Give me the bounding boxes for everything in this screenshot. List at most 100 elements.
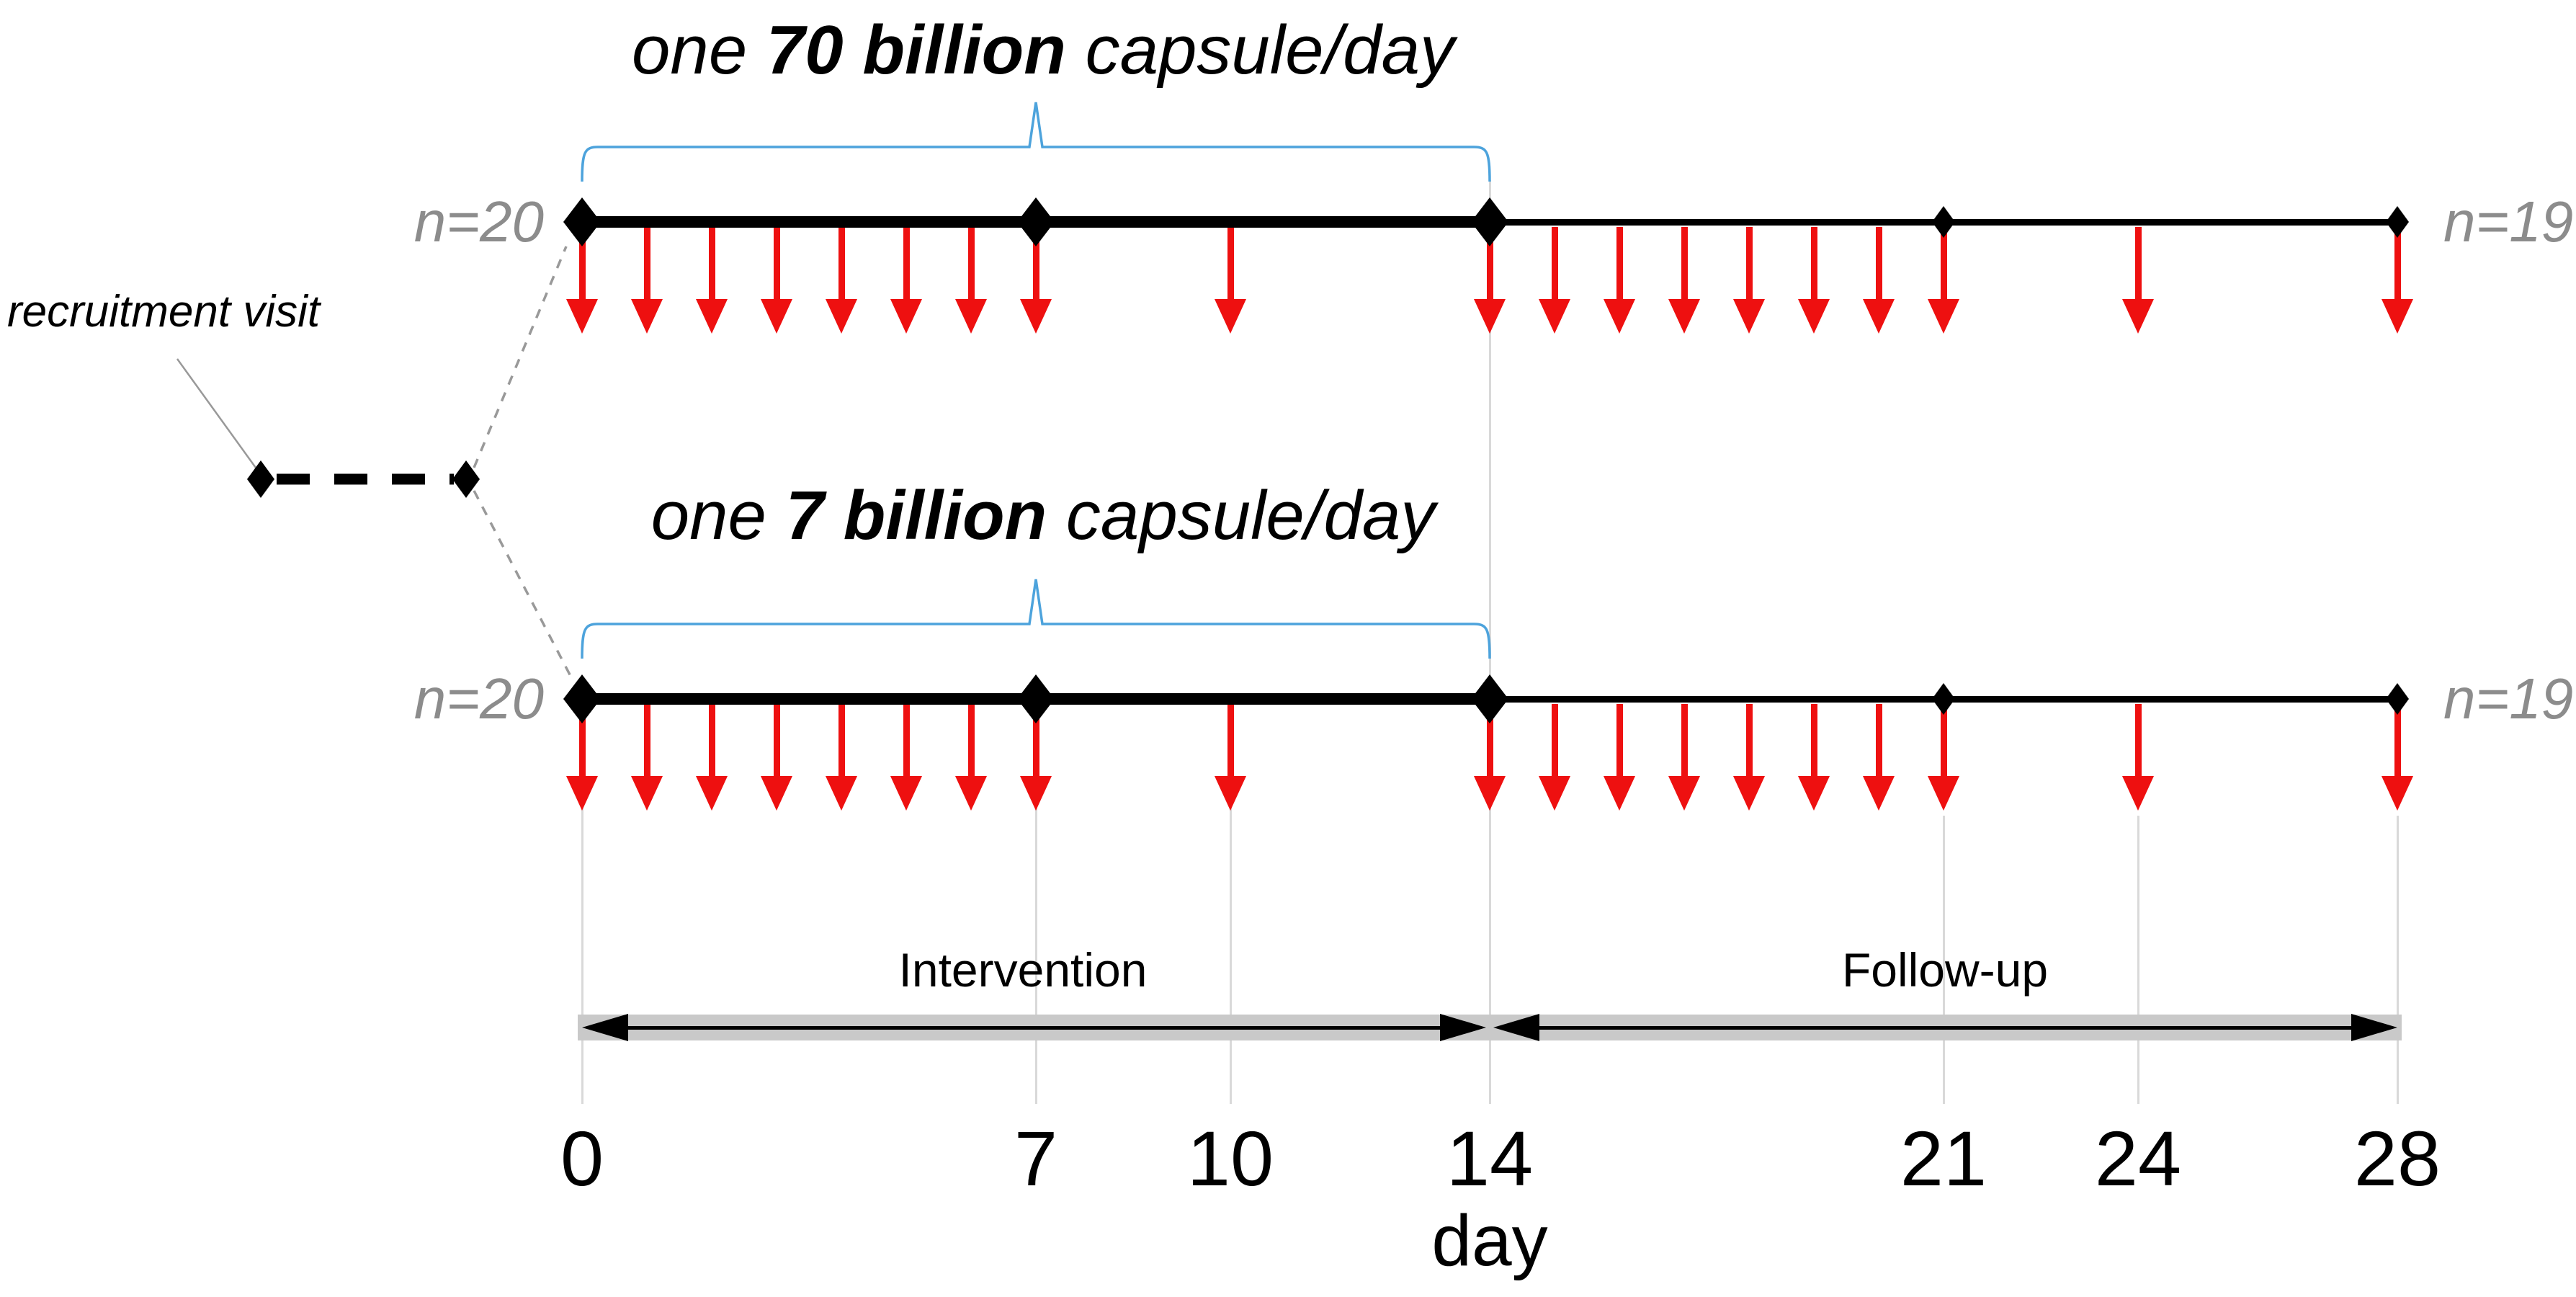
period-label-intervention: Intervention	[898, 943, 1148, 997]
n-start-label-top: n=20	[413, 190, 544, 254]
period-arrow-line	[1529, 1025, 2361, 1030]
sample-arrow-head	[2122, 776, 2154, 811]
sample-arrow	[826, 227, 857, 338]
arm-title-post: capsule/day	[1065, 12, 1454, 89]
sample-arrow	[566, 227, 598, 338]
arm-title-post: capsule/day	[1047, 477, 1436, 554]
sample-arrow-stem	[1227, 227, 1234, 300]
sample-arrow-head	[826, 776, 857, 811]
arm-title-70-billion: one 70 billion capsule/day	[632, 7, 1454, 94]
n-end-label-top: n=19	[2443, 190, 2574, 254]
n-start-label-bottom: n=20	[413, 667, 544, 731]
sample-arrow	[1928, 227, 1959, 338]
sample-arrow-head	[890, 776, 922, 811]
sample-arrow	[1604, 704, 1635, 815]
sample-arrow-head	[955, 299, 987, 334]
sample-arrow-stem	[1875, 704, 1882, 777]
period-arrow-head-right	[2351, 1014, 2397, 1041]
sample-arrow	[696, 227, 728, 338]
axis-tick-label: 14	[1446, 1115, 1534, 1202]
sample-arrow	[1020, 227, 1052, 338]
sample-arrow-head	[566, 776, 598, 811]
arm-title-7-billion: one 7 billion capsule/day	[651, 473, 1436, 559]
sample-arrow	[1798, 704, 1830, 815]
sample-arrow-stem	[1940, 704, 1947, 777]
sample-arrow-stem	[773, 704, 780, 777]
sample-arrow	[1215, 227, 1246, 338]
arm-title-pre: one	[650, 477, 786, 554]
sample-arrow-head	[1539, 299, 1570, 334]
sample-arrow-stem	[1551, 227, 1558, 300]
recruitment-visit-label: recruitment visit	[7, 287, 321, 336]
sample-arrow	[1928, 704, 1959, 815]
axis-tick-label: 21	[1900, 1115, 1987, 1202]
sample-arrow-head	[1863, 299, 1895, 334]
sample-arrow	[2382, 704, 2413, 815]
day-gridline	[2137, 816, 2139, 1104]
sample-arrow	[1798, 227, 1830, 338]
sample-arrow-head	[761, 299, 792, 334]
n-end-label-bottom: n=19	[2443, 667, 2574, 731]
day-gridline	[581, 700, 583, 1104]
sample-arrow-stem	[2134, 704, 2142, 777]
day-gridline	[1942, 816, 1945, 1104]
sample-arrow	[631, 227, 663, 338]
sample-arrow	[566, 704, 598, 815]
axis-tick-label: 7	[1014, 1115, 1058, 1202]
axis-tick-label: 10	[1186, 1115, 1274, 1202]
sample-arrow-head	[1733, 776, 1765, 811]
sample-arrow-stem	[1616, 704, 1623, 777]
sample-arrow-stem	[708, 704, 715, 777]
sample-arrow	[2122, 227, 2154, 338]
sample-arrow-stem	[903, 227, 910, 300]
sample-arrow-stem	[903, 704, 910, 777]
arm-title-dose: 70 billion	[766, 12, 1066, 89]
sample-arrow	[890, 704, 922, 815]
sample-arrow-head	[2382, 299, 2413, 334]
day-gridline	[1034, 700, 1037, 1104]
sample-arrow-stem	[643, 227, 650, 300]
sample-arrow-head	[1863, 776, 1895, 811]
sample-arrow	[761, 704, 792, 815]
sample-arrow	[1474, 227, 1506, 338]
dosing-brace-bottom-arm	[581, 579, 1491, 659]
sample-arrow	[2382, 227, 2413, 338]
period-arrow-head-left	[1493, 1014, 1539, 1041]
sample-arrow-head	[1798, 776, 1830, 811]
axis-tick-label: 0	[560, 1115, 604, 1202]
sample-arrow-head	[1668, 776, 1700, 811]
sample-arrow-stem	[1745, 704, 1753, 777]
sample-arrow	[1733, 704, 1765, 815]
sample-arrow-head	[1215, 299, 1246, 334]
sample-arrow-stem	[643, 704, 650, 777]
sample-arrow	[890, 227, 922, 338]
sample-arrow-stem	[1940, 227, 1947, 300]
sample-arrow	[955, 704, 987, 815]
sample-arrow	[1020, 704, 1052, 815]
axis-title: day	[1431, 1200, 1548, 1281]
sample-arrow-head	[696, 299, 728, 334]
sample-arrow-head	[1474, 299, 1506, 334]
sample-arrow	[696, 704, 728, 815]
sample-arrow-head	[826, 299, 857, 334]
period-arrow-head-left	[582, 1014, 628, 1041]
branch-line-to-top-arm	[473, 246, 568, 468]
sample-arrow	[826, 704, 857, 815]
sample-arrow-head	[1539, 776, 1570, 811]
period-arrow-line	[618, 1025, 1450, 1030]
period-label-followup: Follow-up	[1841, 943, 2049, 997]
sample-arrow-stem	[967, 227, 975, 300]
sample-arrow	[1863, 704, 1895, 815]
sample-arrow-head	[631, 776, 663, 811]
arm-title-pre: one	[632, 12, 766, 89]
axis-tick-label: 28	[2353, 1115, 2441, 1202]
sample-arrow-stem	[578, 227, 586, 300]
day-gridline	[2396, 816, 2399, 1104]
sample-arrow-stem	[1551, 704, 1558, 777]
sample-arrow-head	[1020, 299, 1052, 334]
sample-arrow-head	[1604, 776, 1635, 811]
dosing-brace-top-arm	[581, 102, 1491, 182]
sample-arrow-stem	[1486, 227, 1493, 300]
